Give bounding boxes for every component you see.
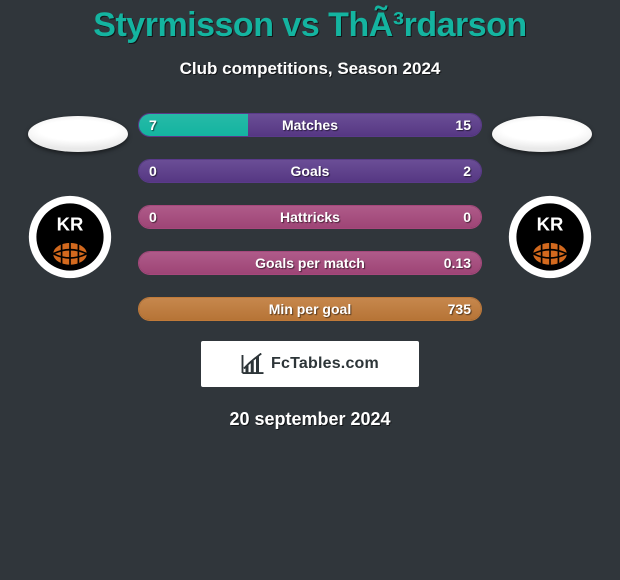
stat-bar: 0Hattricks0: [138, 205, 482, 229]
stat-label: Hattricks: [139, 209, 481, 225]
left-club-logo: KR: [28, 195, 112, 279]
chart-icon: [241, 353, 265, 375]
right-flag: [492, 116, 592, 152]
right-club-logo: KR: [508, 195, 592, 279]
left-club-label: KR: [57, 213, 84, 234]
stat-right-value: 2: [463, 163, 471, 179]
stat-bar: 0Goals2: [138, 159, 482, 183]
stat-left-value: 0: [149, 209, 157, 225]
brand-text: FcTables.com: [271, 355, 379, 373]
stat-right-value: 735: [448, 301, 471, 317]
stat-label: Matches: [139, 117, 481, 133]
date-label: 20 september 2024: [0, 409, 620, 430]
stat-bar: 7Matches15: [138, 113, 482, 137]
stat-bar: Goals per match0.13: [138, 251, 482, 275]
stat-bar: Min per goal735: [138, 297, 482, 321]
stat-right-value: 0.13: [444, 255, 471, 271]
branding-badge: FcTables.com: [201, 341, 419, 387]
stat-left-value: 0: [149, 163, 157, 179]
comparison-area: KR 7Matches150Goals20Hattricks0Goals per…: [0, 113, 620, 321]
stat-right-value: 0: [463, 209, 471, 225]
page-title: Styrmisson vs ThÃ³rdarson: [0, 6, 620, 45]
stat-label: Min per goal: [139, 301, 481, 317]
left-flag: [28, 116, 128, 152]
stat-label: Goals: [139, 163, 481, 179]
stat-left-value: 7: [149, 117, 157, 133]
stat-right-value: 15: [455, 117, 471, 133]
stat-bars: 7Matches150Goals20Hattricks0Goals per ma…: [138, 113, 482, 321]
right-club-label: KR: [537, 213, 564, 234]
stat-label: Goals per match: [139, 255, 481, 271]
subtitle: Club competitions, Season 2024: [0, 59, 620, 79]
